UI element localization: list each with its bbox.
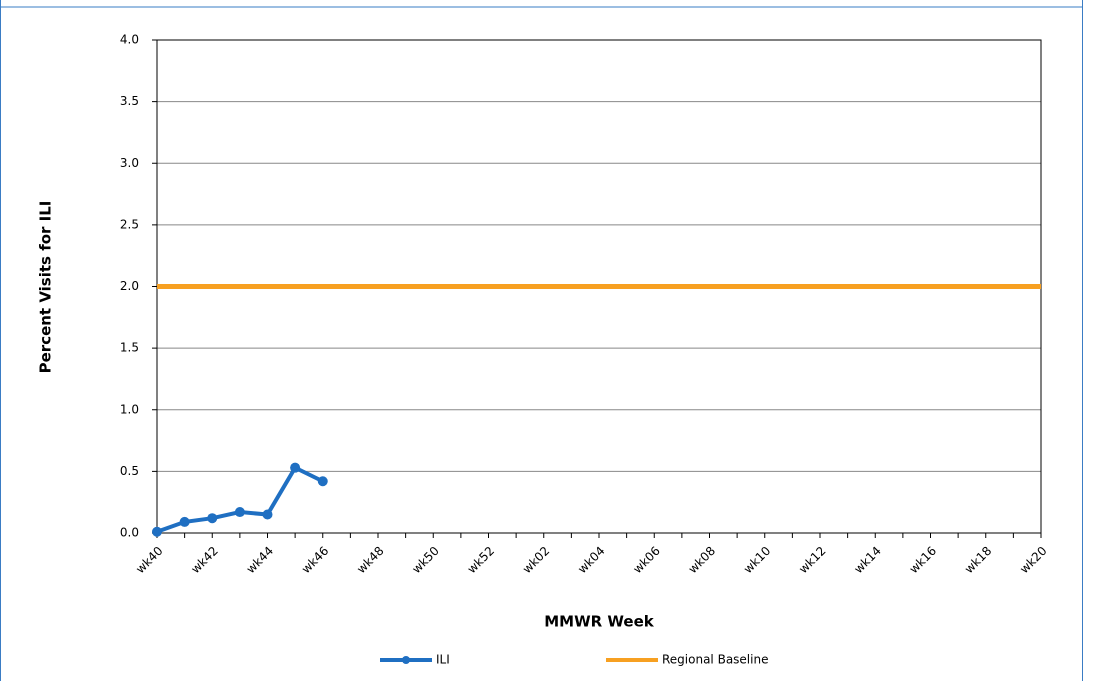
y-tick-label: 3.5 (120, 94, 139, 108)
y-tick-label: 0.0 (120, 526, 139, 540)
point (290, 462, 301, 473)
point (207, 513, 218, 524)
legend-label: Regional Baseline (662, 653, 768, 667)
point (152, 526, 162, 537)
point (317, 476, 328, 487)
y-tick-label: 1.5 (120, 341, 139, 355)
x-axis-title: MMWR Week (544, 613, 655, 631)
y-tick-label: 1.0 (120, 402, 139, 416)
point (234, 507, 245, 518)
point (179, 516, 190, 527)
legend-marker (402, 656, 410, 664)
legend-label: ILI (436, 653, 450, 667)
y-axis-title: Percent Visits for ILI (37, 201, 55, 374)
y-tick-label: 2.0 (120, 279, 139, 293)
y-tick-label: 2.5 (120, 217, 139, 231)
y-tick-label: 0.5 (120, 464, 139, 478)
y-tick-label: 3.0 (120, 156, 139, 170)
y-tick-label: 4.0 (120, 33, 139, 47)
point (262, 509, 273, 520)
